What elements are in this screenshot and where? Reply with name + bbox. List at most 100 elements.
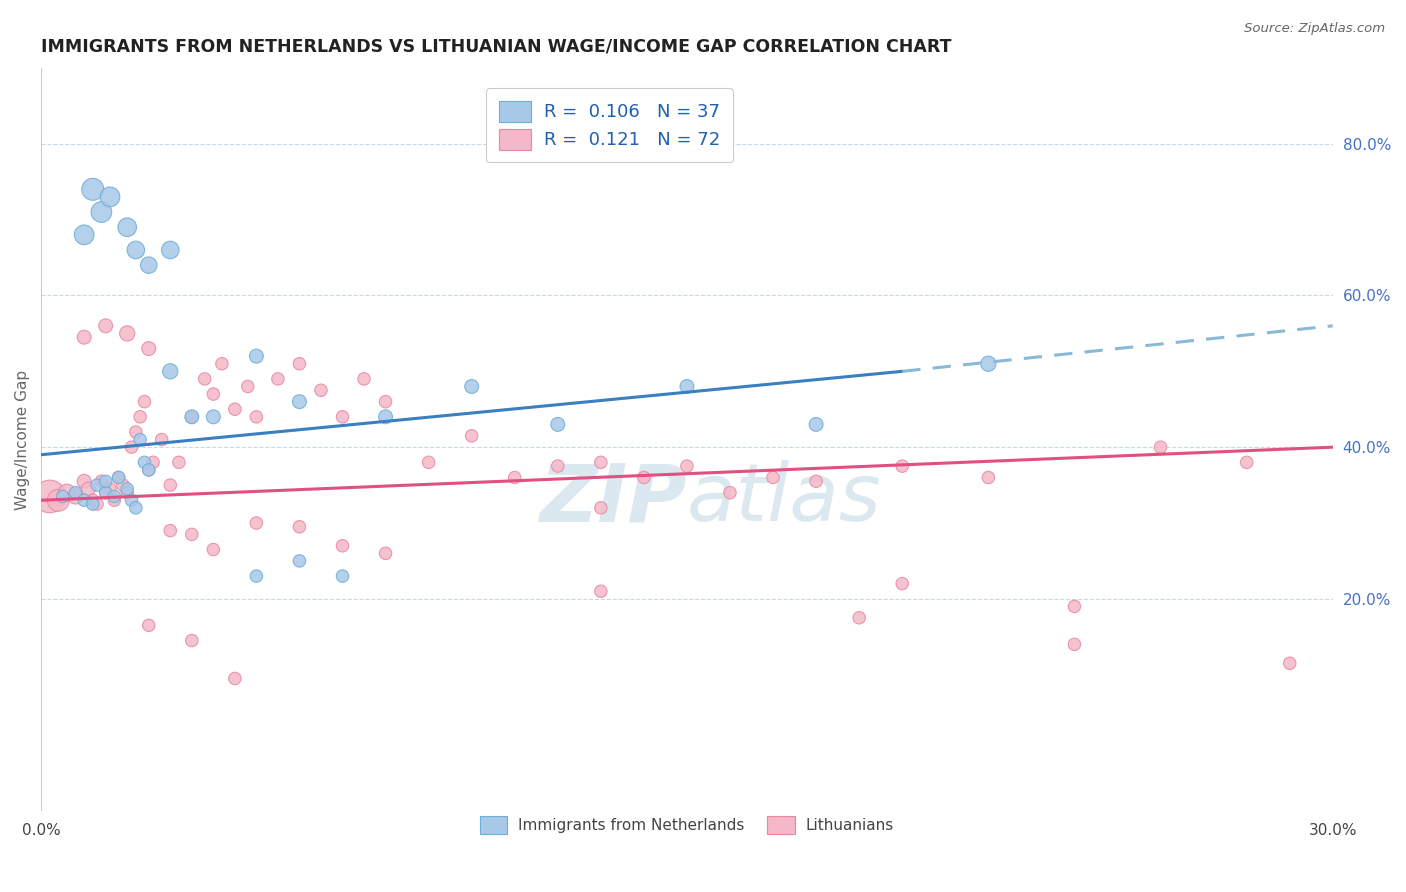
Point xyxy=(73,330,96,344)
Point xyxy=(107,470,129,484)
Point xyxy=(38,490,60,504)
Text: IMMIGRANTS FROM NETHERLANDS VS LITHUANIAN WAGE/INCOME GAP CORRELATION CHART: IMMIGRANTS FROM NETHERLANDS VS LITHUANIA… xyxy=(41,37,952,55)
Point xyxy=(134,455,156,469)
Point xyxy=(52,490,75,504)
Point xyxy=(167,455,190,469)
Point xyxy=(121,440,143,454)
Point xyxy=(94,475,117,489)
Point xyxy=(633,470,655,484)
Point xyxy=(98,190,121,204)
Point xyxy=(138,463,160,477)
Point xyxy=(224,402,246,417)
Point xyxy=(180,527,202,541)
Point xyxy=(56,485,79,500)
Point xyxy=(125,500,148,515)
Point xyxy=(86,497,108,511)
Point xyxy=(202,542,225,557)
Point xyxy=(804,417,827,432)
Point xyxy=(129,409,152,424)
Point xyxy=(86,478,108,492)
Text: Source: ZipAtlas.com: Source: ZipAtlas.com xyxy=(1244,22,1385,36)
Point xyxy=(125,425,148,439)
Text: ZIP: ZIP xyxy=(540,460,688,538)
Point xyxy=(103,490,125,504)
Point xyxy=(150,433,173,447)
Point xyxy=(180,409,202,424)
Point xyxy=(332,539,354,553)
Point xyxy=(848,611,870,625)
Point xyxy=(82,493,104,508)
Point xyxy=(1236,455,1258,469)
Point xyxy=(245,409,267,424)
Point xyxy=(891,576,914,591)
Point xyxy=(94,485,117,500)
Point xyxy=(374,394,396,409)
Point xyxy=(891,459,914,474)
Point xyxy=(138,618,160,632)
Point xyxy=(159,243,181,257)
Point xyxy=(589,584,612,599)
Point xyxy=(111,478,134,492)
Point xyxy=(245,516,267,530)
Point xyxy=(202,387,225,401)
Point xyxy=(267,372,290,386)
Point xyxy=(138,463,160,477)
Point xyxy=(115,326,138,341)
Point xyxy=(460,379,482,393)
Point xyxy=(309,384,332,398)
Point xyxy=(288,520,311,534)
Point xyxy=(103,493,125,508)
Point xyxy=(73,493,96,508)
Point xyxy=(374,546,396,560)
Point xyxy=(194,372,217,386)
Point xyxy=(353,372,375,386)
Point xyxy=(374,409,396,424)
Point xyxy=(134,394,156,409)
Point xyxy=(159,524,181,538)
Point xyxy=(224,672,246,686)
Point xyxy=(90,475,112,489)
Point xyxy=(1149,440,1171,454)
Point xyxy=(288,394,311,409)
Point xyxy=(73,227,96,242)
Point xyxy=(676,379,699,393)
Point xyxy=(977,470,1000,484)
Point xyxy=(547,417,569,432)
Point xyxy=(418,455,440,469)
Point xyxy=(202,409,225,424)
Point xyxy=(90,205,112,219)
Y-axis label: Wage/Income Gap: Wage/Income Gap xyxy=(15,369,30,509)
Point xyxy=(804,475,827,489)
Point xyxy=(107,470,129,484)
Point xyxy=(332,569,354,583)
Point xyxy=(77,482,100,496)
Point xyxy=(977,357,1000,371)
Point xyxy=(159,364,181,378)
Text: atlas: atlas xyxy=(688,460,882,538)
Legend: Immigrants from Netherlands, Lithuanians: Immigrants from Netherlands, Lithuanians xyxy=(470,805,904,845)
Point xyxy=(718,485,741,500)
Point xyxy=(676,459,699,474)
Point xyxy=(1063,599,1085,614)
Point xyxy=(121,493,143,508)
Point xyxy=(82,182,104,196)
Point xyxy=(115,220,138,235)
Point xyxy=(180,409,202,424)
Point xyxy=(115,482,138,496)
Point xyxy=(503,470,526,484)
Point xyxy=(288,554,311,568)
Point xyxy=(65,490,87,504)
Point xyxy=(98,482,121,496)
Point xyxy=(1063,637,1085,651)
Point xyxy=(589,500,612,515)
Point xyxy=(211,357,233,371)
Point xyxy=(159,478,181,492)
Point xyxy=(73,475,96,489)
Point xyxy=(129,433,152,447)
Point xyxy=(762,470,785,484)
Point xyxy=(142,455,165,469)
Point xyxy=(138,258,160,272)
Point xyxy=(288,357,311,371)
Point xyxy=(138,342,160,356)
Point xyxy=(547,459,569,474)
